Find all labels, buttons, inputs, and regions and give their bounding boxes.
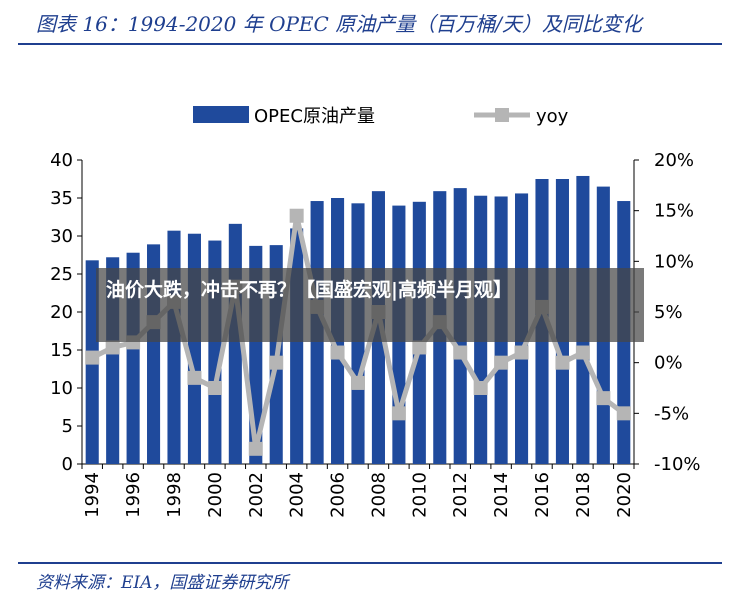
right-tick-label: 5% — [654, 302, 683, 323]
yoy-point-2019 — [596, 391, 611, 406]
x-tick-label: 2006 — [328, 472, 349, 518]
yoy-point-1999 — [187, 370, 202, 385]
left-tick-label: 15 — [50, 340, 73, 361]
title-rule — [18, 43, 722, 45]
left-tick-label: 40 — [50, 150, 73, 171]
x-tick-label: 2002 — [246, 472, 267, 518]
yoy-point-2020 — [616, 406, 631, 421]
left-tick-label: 0 — [62, 454, 73, 475]
x-tick-label: 2020 — [614, 472, 635, 518]
yoy-point-2009 — [391, 406, 406, 421]
yoy-point-2017 — [555, 355, 570, 370]
x-tick-label: 1996 — [123, 472, 144, 518]
x-tick-label: 2018 — [573, 472, 594, 518]
x-tick-label: 2014 — [491, 472, 512, 518]
left-tick-label: 10 — [50, 378, 73, 399]
yoy-point-2002 — [248, 441, 263, 456]
legend-label-line: yoy — [536, 106, 569, 127]
source-rule — [18, 562, 722, 564]
x-tick-label: 2008 — [368, 472, 389, 518]
legend-label-bar: OPEC原油产量 — [254, 106, 375, 127]
legend-swatch-bar — [193, 106, 249, 123]
yoy-point-2000 — [207, 381, 222, 395]
headline-overlay-text: 油价大跌，冲击不再？【国盛宏观|高频半月观】 — [106, 279, 512, 301]
yoy-point-2004 — [289, 208, 304, 223]
yoy-point-2018 — [575, 345, 590, 360]
left-tick-label: 35 — [50, 188, 73, 209]
yoy-point-2014 — [494, 355, 509, 370]
x-tick-label: 2016 — [532, 472, 553, 518]
left-tick-label: 20 — [50, 302, 73, 323]
bar-2001 — [228, 223, 242, 464]
yoy-point-2007 — [351, 375, 365, 390]
legend-swatch-marker — [495, 108, 509, 122]
x-tick-label: 1994 — [82, 472, 103, 518]
yoy-point-1995 — [105, 340, 120, 355]
yoy-point-2012 — [453, 345, 468, 360]
right-tick-label: 20% — [654, 150, 694, 171]
yoy-point-2015 — [514, 345, 529, 360]
yoy-point-1994 — [85, 350, 100, 365]
tick-labels: 0 5 10 15 20 25 30 35 40 -10% -5% 0% 5% 10% 15% 20% 1994… — [50, 150, 700, 518]
x-tick-label: 2004 — [287, 472, 308, 518]
left-tick-label: 5 — [62, 416, 73, 437]
chart-legend: OPEC原油产量 yoy — [193, 106, 569, 127]
yoy-point-2006 — [330, 345, 345, 360]
figure-title: 图表 16：1994-2020 年 OPEC 原油产量（百万桶/天）及同比变化 — [36, 12, 642, 36]
x-tick-label: 2010 — [409, 472, 430, 518]
x-tick-label: 2000 — [205, 472, 226, 518]
bar-1998 — [167, 230, 181, 464]
yoy-point-2003 — [269, 355, 284, 370]
x-tick-label: 1998 — [164, 472, 185, 518]
right-tick-label: 10% — [654, 251, 694, 272]
right-tick-label: -10% — [654, 454, 701, 475]
yoy-point-2010 — [412, 340, 427, 355]
source-note: 资料来源：EIA，国盛证券研究所 — [36, 573, 289, 593]
x-tick-label: 2012 — [450, 472, 471, 518]
right-tick-label: 0% — [654, 353, 683, 374]
left-tick-label: 25 — [50, 264, 73, 285]
yoy-point-2013 — [473, 381, 488, 395]
left-tick-label: 30 — [50, 226, 73, 247]
right-tick-label: 15% — [654, 201, 694, 222]
headline-overlay — [96, 268, 644, 342]
right-tick-label: -5% — [654, 403, 689, 424]
